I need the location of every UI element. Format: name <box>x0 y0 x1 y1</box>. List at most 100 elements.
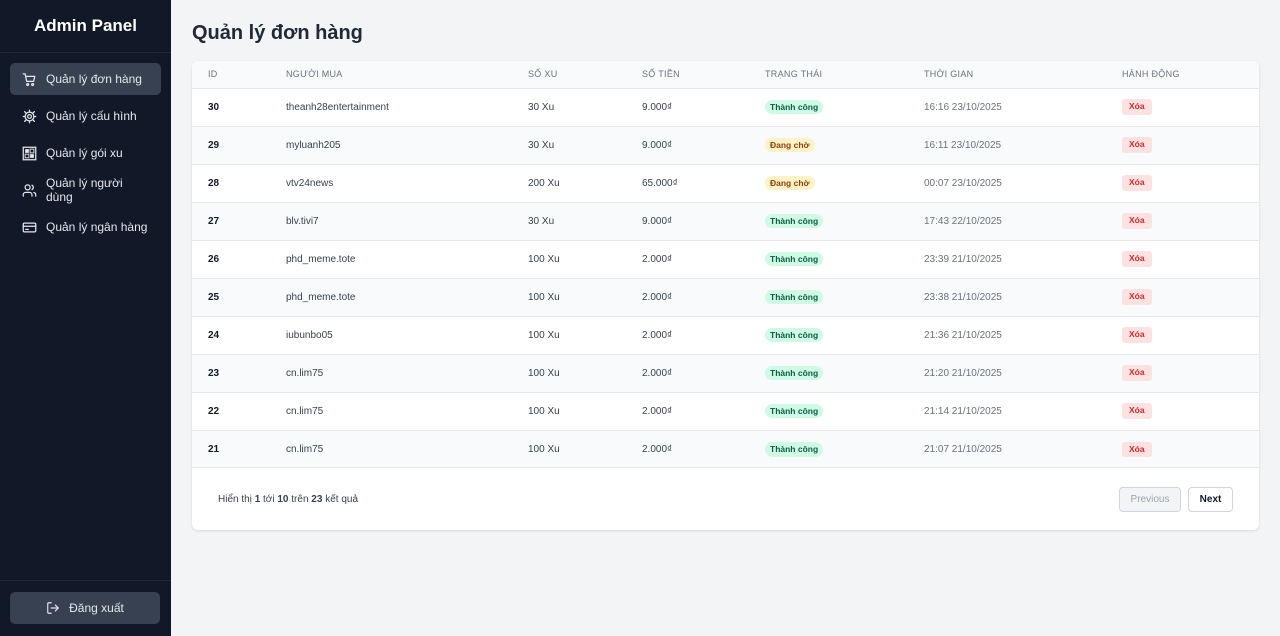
sidebar: Admin Panel Quản lý đơn hàng Quản lý cấu… <box>0 0 171 636</box>
status-cell: Thành công <box>765 430 924 468</box>
order-time: 21:20 21/10/2025 <box>924 367 1002 379</box>
table-row: 30 theanh28entertainment 30 Xu 9.000₫ Thành … <box>192 88 1259 126</box>
next-page-button[interactable]: Next <box>1188 487 1233 512</box>
coin-amount: 100 Xu <box>528 291 560 303</box>
actions-cell: Xóa <box>1122 316 1259 354</box>
pagination-suffix: kết quả <box>325 494 359 505</box>
sidebar-item-label: Quản lý gói xu <box>46 146 123 160</box>
coin-amount: 30 Xu <box>528 101 555 113</box>
coin-amount: 200 Xu <box>528 177 560 189</box>
order-time: 16:11 23/10/2025 <box>924 139 1002 151</box>
orders-card: ID Người mua Số xu Số tiền Trạng thái Th… <box>192 61 1259 530</box>
col-header-actions: Hành động <box>1122 69 1180 80</box>
delete-button[interactable]: Xóa <box>1122 327 1152 343</box>
actions-cell: Xóa <box>1122 278 1259 316</box>
delete-button[interactable]: Xóa <box>1122 99 1152 115</box>
status-badge: Thành công <box>765 442 824 457</box>
order-time: 23:38 21/10/2025 <box>924 291 1002 303</box>
delete-button[interactable]: Xóa <box>1122 289 1152 305</box>
coin-amount: 100 Xu <box>528 443 560 455</box>
status-badge: Thành công <box>765 403 824 419</box>
table-row: 27 blv.tivi7 30 Xu 9.000₫ Thành công 17:43 22… <box>192 202 1259 240</box>
sidebar-item-orders[interactable]: Quản lý đơn hàng <box>10 63 161 95</box>
col-header-time: Thời gian <box>924 69 974 80</box>
status-cell: Đang chờ <box>765 164 924 202</box>
users-icon <box>22 183 37 197</box>
gear-icon <box>22 109 37 123</box>
order-id: 25 <box>208 291 220 303</box>
money-amount: 65.000₫ <box>642 177 678 189</box>
actions-cell: Xóa <box>1122 354 1259 392</box>
delete-button[interactable]: Xóa <box>1122 137 1152 153</box>
sidebar-item-banks[interactable]: Quản lý ngân hàng <box>10 211 161 243</box>
sidebar-item-config[interactable]: Quản lý cấu hình <box>10 100 161 132</box>
buyer-name: phd_meme.tote <box>286 291 356 303</box>
table-row: 25 phd_meme.tote 100 Xu 2.000₫ Thành công 23:… <box>192 278 1259 316</box>
col-header-id: ID <box>208 69 218 80</box>
sidebar-item-users[interactable]: Quản lý người dùng <box>10 174 161 206</box>
delete-button[interactable]: Xóa <box>1122 251 1152 267</box>
order-id: 21 <box>208 443 220 455</box>
money-amount: 9.000₫ <box>642 215 673 227</box>
logout-icon <box>47 602 59 614</box>
col-header-buyer: Người mua <box>286 69 343 80</box>
status-cell: Đang chờ <box>765 126 924 164</box>
delete-button[interactable]: Xóa <box>1122 213 1152 229</box>
sidebar-nav: Quản lý đơn hàng Quản lý cấu hình Quản l… <box>0 53 171 243</box>
status-cell: Thành công <box>765 316 924 354</box>
col-header-status: Trạng thái <box>765 69 823 80</box>
status-cell: Thành công <box>765 240 924 278</box>
table-row: 29 myluanh205 30 Xu 9.000₫ Đang chờ 16:11 23/… <box>192 126 1259 164</box>
money-amount: 2.000₫ <box>642 367 673 379</box>
status-badge: Thành công <box>765 327 824 343</box>
sidebar-item-label: Quản lý ngân hàng <box>46 220 148 234</box>
brand-title: Admin Panel <box>0 0 171 53</box>
pagination-total: 23 <box>311 494 323 505</box>
order-time: 21:07 21/10/2025 <box>924 443 1002 455</box>
sidebar-item-label: Quản lý cấu hình <box>46 109 137 123</box>
coin-amount: 100 Xu <box>528 405 560 417</box>
buyer-name: theanh28entertainment <box>286 101 389 113</box>
buyer-name: cn.lim75 <box>286 367 324 379</box>
status-badge: Thành công <box>765 99 824 115</box>
order-id: 30 <box>208 101 220 113</box>
pagination-prefix: Hiển thị <box>218 494 252 505</box>
package-icon <box>22 146 37 160</box>
delete-button[interactable]: Xóa <box>1122 175 1152 191</box>
coin-amount: 30 Xu <box>528 215 555 227</box>
credit-card-icon <box>22 222 37 232</box>
table-body: 30 theanh28entertainment 30 Xu 9.000₫ Thành … <box>192 88 1259 468</box>
delete-button[interactable]: Xóa <box>1122 441 1152 457</box>
buyer-name: blv.tivi7 <box>286 215 319 227</box>
coin-amount: 100 Xu <box>528 329 560 341</box>
table-header-row: ID Người mua Số xu Số tiền Trạng thái Th… <box>192 61 1259 88</box>
status-badge: Thành công <box>765 251 824 267</box>
status-cell: Thành công <box>765 354 924 392</box>
logout-button[interactable]: Đăng xuất <box>10 592 160 624</box>
page-title: Quản lý đơn hàng <box>192 22 363 44</box>
delete-button[interactable]: Xóa <box>1122 403 1152 419</box>
buyer-name: phd_meme.tote <box>286 253 356 265</box>
table-row: 24 iubunbo05 100 Xu 2.000₫ Thành công 21:36 2… <box>192 316 1259 354</box>
buyer-name: cn.lim75 <box>286 443 324 455</box>
order-time: 16:16 23/10/2025 <box>924 101 1002 113</box>
status-cell: Thành công <box>765 392 924 430</box>
previous-page-button[interactable]: Previous <box>1119 487 1181 512</box>
coin-amount: 30 Xu <box>528 139 555 151</box>
sidebar-item-coin-packages[interactable]: Quản lý gói xu <box>10 137 161 169</box>
table-row: 23 cn.lim75 100 Xu 2.000₫ Thành công 21:20 21… <box>192 354 1259 392</box>
table-row: 21 cn.lim75 100 Xu 2.000₫ Thành công 21:07 21… <box>192 430 1259 468</box>
sidebar-footer: Đăng xuất <box>0 580 171 636</box>
order-time: 21:14 21/10/2025 <box>924 405 1002 417</box>
pagination-of-word: trên <box>291 494 309 505</box>
cart-icon <box>22 72 36 86</box>
table-row: 22 cn.lim75 100 Xu 2.000₫ Thành công 21:14 21… <box>192 392 1259 430</box>
pagination-info: Hiển thị 1 tới 10 trên 23 kết quả <box>218 494 358 505</box>
actions-cell: Xóa <box>1122 164 1259 202</box>
pagination-to: 10 <box>277 494 289 505</box>
col-header-amount: Số tiền <box>642 69 680 80</box>
actions-cell: Xóa <box>1122 202 1259 240</box>
status-badge: Đang chờ <box>765 137 815 153</box>
pagination-from: 1 <box>254 494 261 505</box>
delete-button[interactable]: Xóa <box>1122 365 1152 381</box>
